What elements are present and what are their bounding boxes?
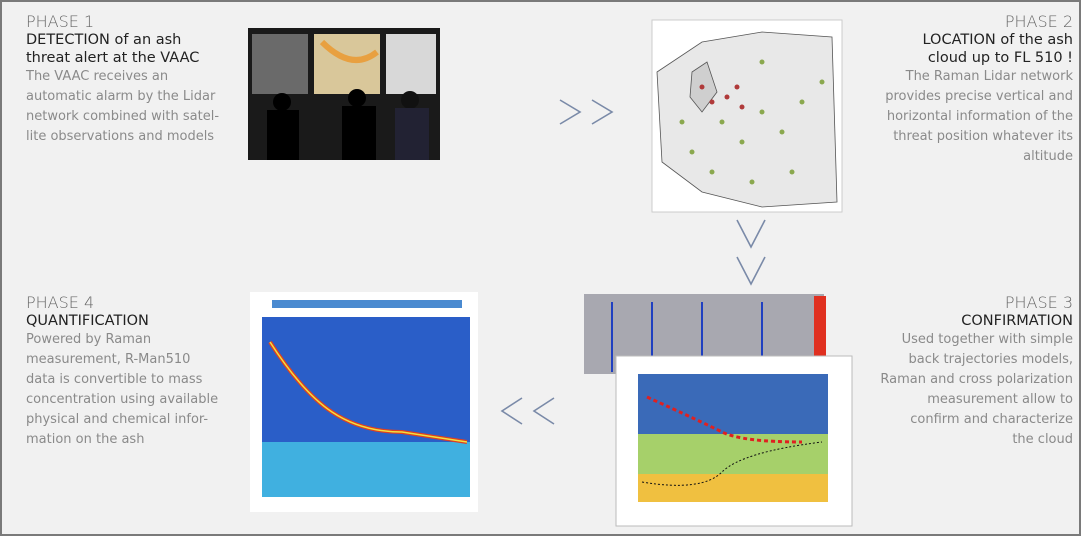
phase-description: automatic alarm by the Lidar	[26, 89, 216, 104]
phase-title: CONFIRMATION	[961, 313, 1073, 329]
phase-title: threat alert at the VAAC	[26, 50, 200, 66]
phase-title: LOCATION of the ash	[922, 32, 1073, 48]
phase-description: concentration using available	[26, 392, 219, 407]
phase-description: provides precise vertical and	[885, 89, 1073, 104]
phase-description: physical and chemical infor-	[26, 412, 209, 427]
flow-arrows	[500, 99, 766, 425]
phase-description: measurement, R-Man510	[26, 352, 191, 367]
phase-description: data is convertible to mass	[26, 372, 203, 387]
phase-block: PHASE 1 DETECTION of an ash threat alert a…	[26, 12, 219, 147]
lidar-plots	[584, 294, 853, 527]
phase-title: DETECTION of an ash	[26, 32, 182, 48]
phase-heading: PHASE 4	[26, 293, 95, 312]
phase-description: mation on the ash	[26, 432, 145, 447]
phase-description: Raman and cross polarization	[880, 372, 1073, 387]
phase-description: threat position whatever its	[893, 129, 1073, 144]
phase-description: the cloud	[1012, 432, 1073, 447]
europe-map	[651, 19, 843, 213]
phase-description: Powered by Raman	[26, 332, 152, 347]
phase-block: PHASE 4 QUANTIFICATION Powered by Raman mea…	[26, 293, 218, 450]
phase-description: lite observations and models	[26, 129, 215, 144]
phase-heading: PHASE 1	[26, 12, 95, 31]
phase-description: The VAAC receives an	[26, 69, 169, 84]
phase-description: Used together with simple	[901, 332, 1073, 347]
phase-block: PHASE 2 LOCATION of the ash cloud up to FL…	[885, 12, 1073, 167]
phase-description: altitude	[1023, 149, 1073, 164]
phase-description: The Raman Lidar network	[905, 69, 1073, 84]
phase-description: network combined with satel-	[26, 109, 220, 124]
mass-concentration-plot	[250, 292, 478, 512]
phase-heading: PHASE 3	[1004, 293, 1073, 312]
phase-description: back trajectories models,	[908, 352, 1074, 367]
phase-heading: PHASE 2	[1004, 12, 1073, 31]
phase-description: confirm and characterize	[910, 412, 1073, 427]
control-room-photo	[248, 28, 440, 160]
phase-description: measurement allow to	[927, 392, 1073, 407]
phase-title: cloud up to FL 510 !	[927, 50, 1073, 66]
phase-block: PHASE 3 CONFIRMATION Used together with si…	[880, 293, 1073, 450]
phase-title: QUANTIFICATION	[26, 313, 149, 329]
phase-description: horizontal information of the	[886, 109, 1073, 124]
